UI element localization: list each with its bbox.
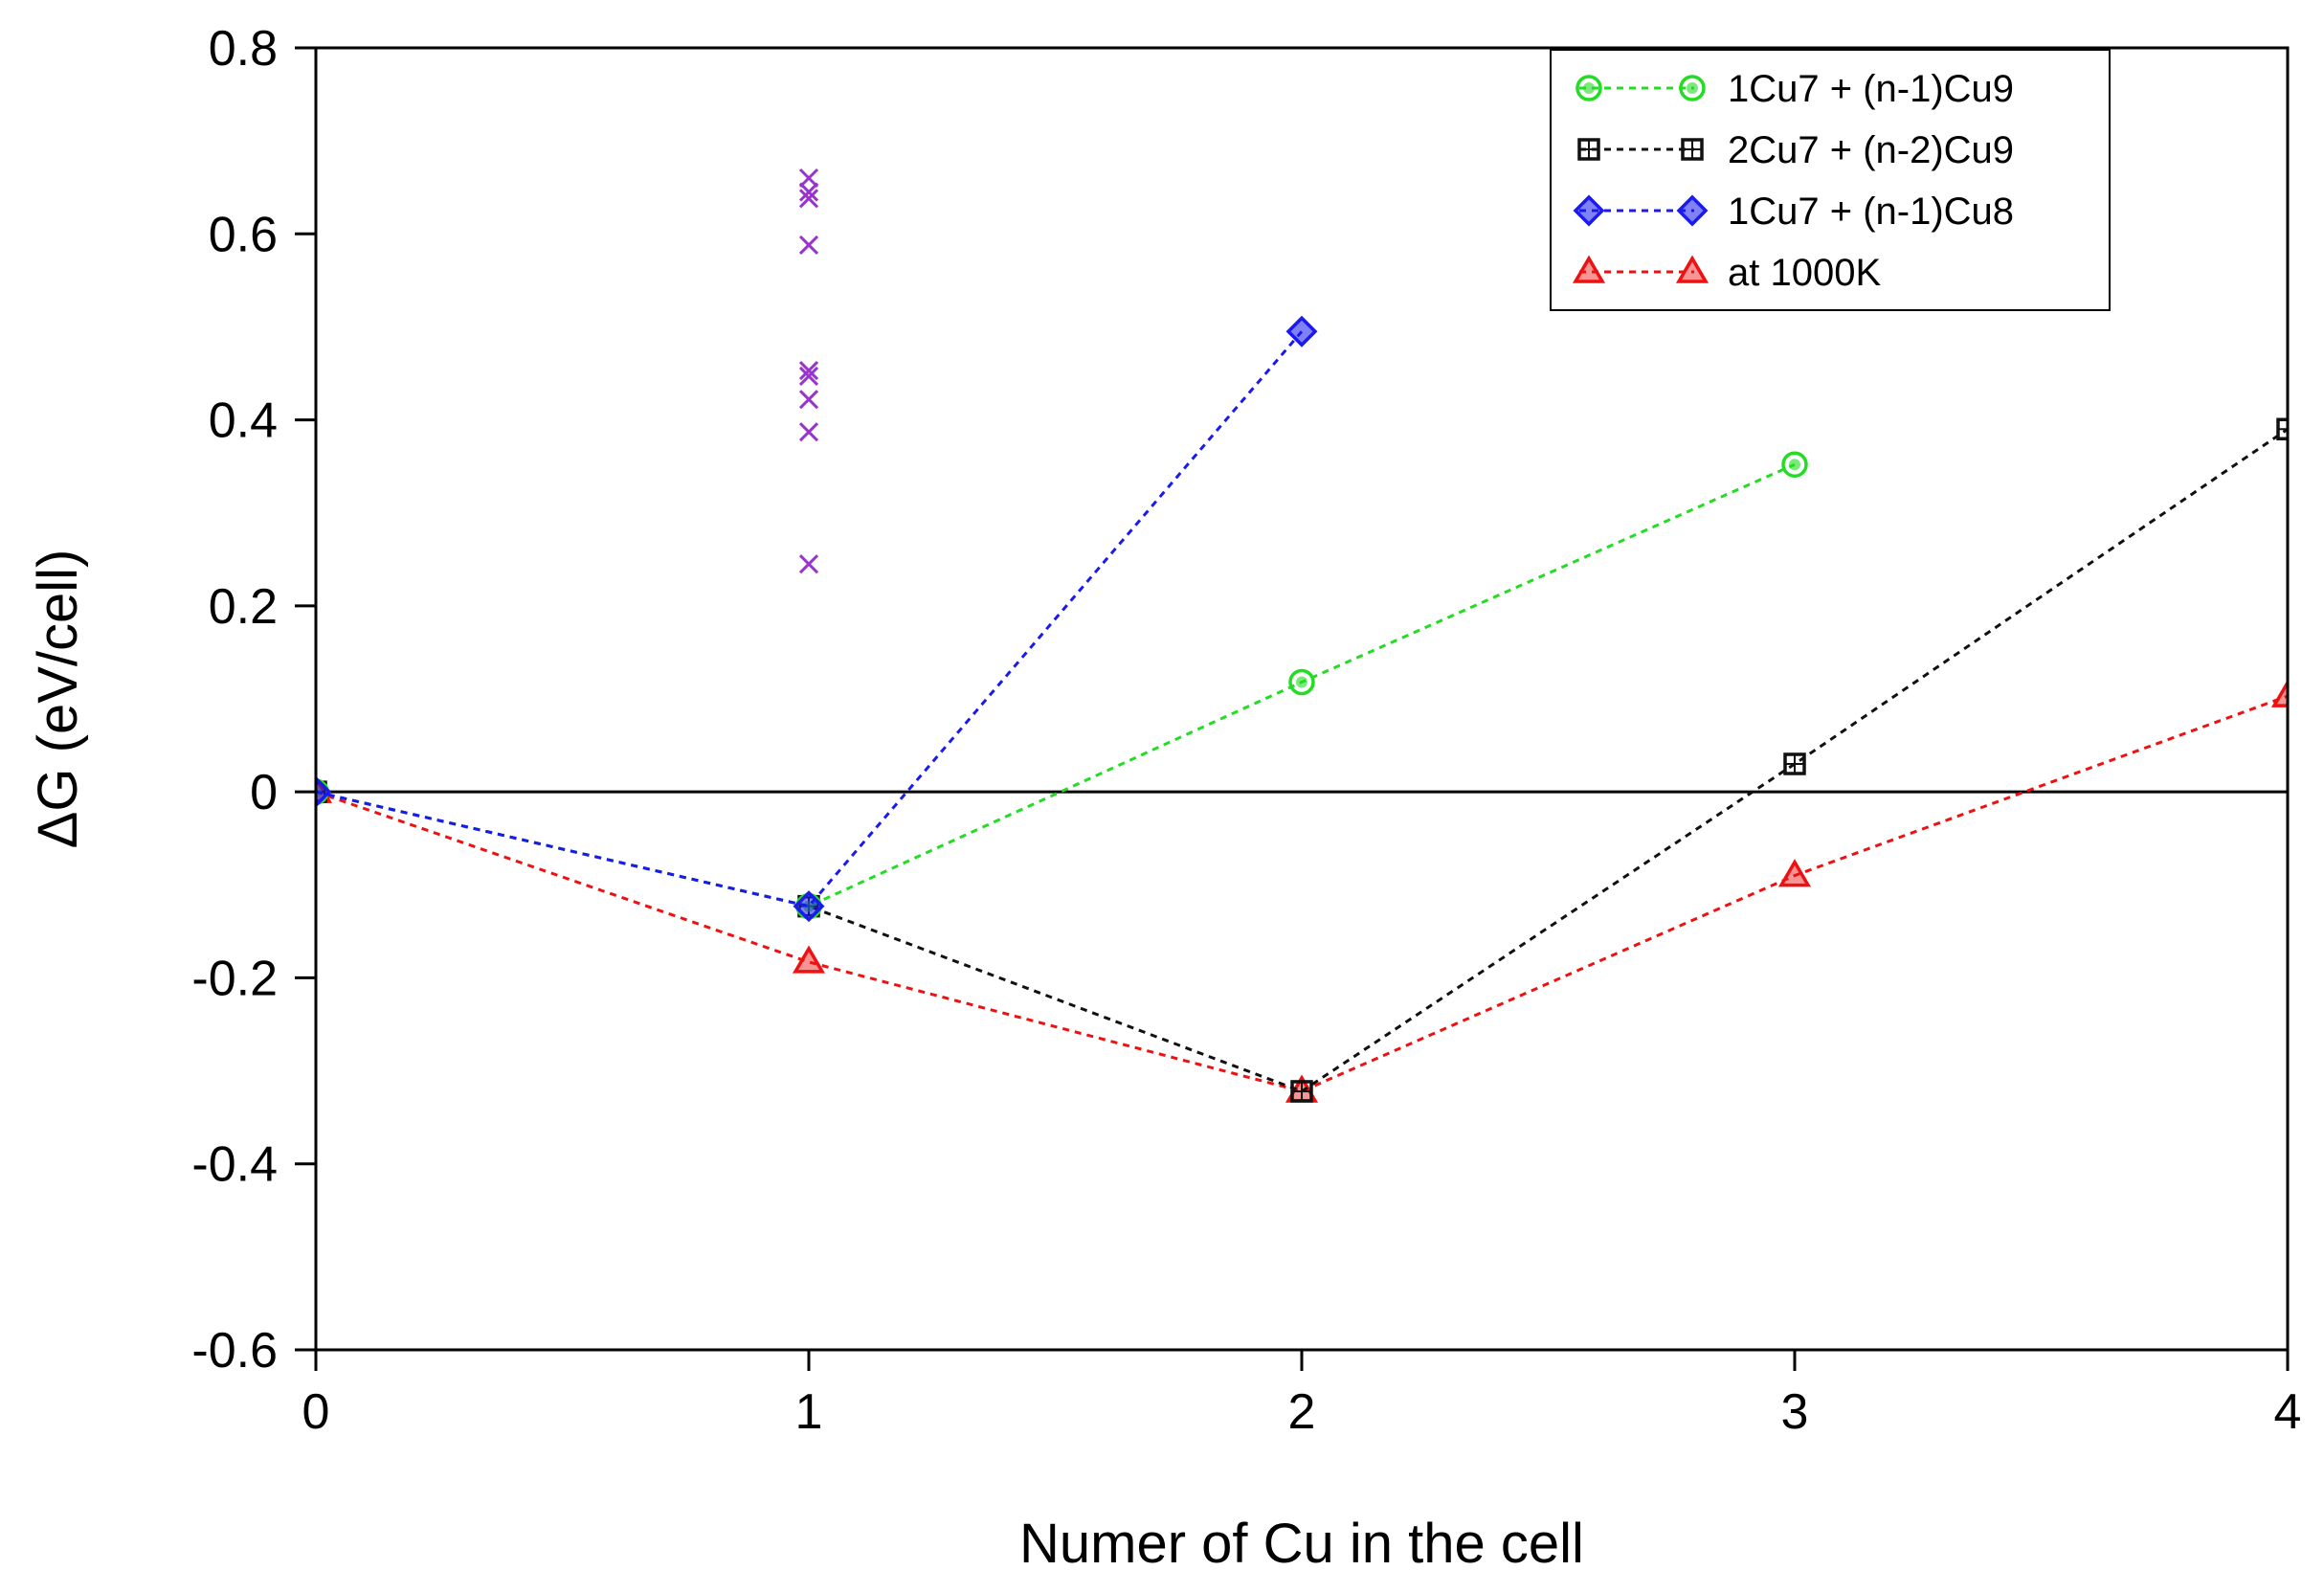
legend-marker [1679, 75, 1706, 101]
marker-outline [1288, 668, 1315, 696]
marker-stroke [798, 554, 819, 574]
marker-stroke [798, 366, 819, 386]
data-point [1285, 315, 1318, 348]
y-tick-label: 0.4 [209, 393, 278, 449]
legend-marker [1573, 194, 1605, 227]
scatter-point [798, 422, 819, 442]
legend-label: 1Cu7 + (n-1)Cu9 [1728, 68, 2014, 110]
legend-item: at 1000K [1572, 252, 1881, 294]
data-point [792, 945, 826, 974]
x-tick-label: 4 [2274, 1384, 2302, 1440]
scatter-point [798, 168, 819, 189]
y-tick-label: 0 [250, 765, 278, 820]
scatter-point [798, 235, 819, 256]
marker-shape [1285, 315, 1318, 348]
marker-shape [1572, 255, 1606, 283]
y-tick-label: -0.4 [191, 1137, 278, 1193]
x-tick-label: 2 [1288, 1384, 1316, 1440]
marker-stroke [798, 235, 819, 256]
marker-stroke [798, 361, 819, 381]
marker-center [1687, 82, 1698, 94]
data-point [1777, 859, 1812, 887]
marker-center [1583, 82, 1595, 94]
scatter-point [798, 554, 819, 574]
marker-shape [1676, 194, 1709, 227]
marker-stroke [798, 390, 819, 410]
legend-marker [1575, 75, 1602, 101]
data-point [316, 775, 332, 808]
marker-shape [316, 775, 332, 808]
marker-stroke [798, 422, 819, 442]
data-point [1288, 668, 1315, 696]
legend-items: 1Cu7 + (n-1)Cu9 2Cu7 + (n-2)Cu9 1Cu7 + (n-… [1572, 68, 2014, 294]
legend-marker [1577, 138, 1600, 161]
x-axis-title: Numer of Cu in the cell [1019, 1513, 1584, 1575]
legend-marker [1675, 255, 1709, 283]
x-tick-label: 0 [302, 1384, 330, 1440]
legend-item: 2Cu7 + (n-2)Cu9 [1577, 129, 2014, 171]
scatter-point [798, 189, 819, 209]
marker-stroke [798, 182, 819, 202]
data-point [2270, 679, 2288, 707]
marker-shape [793, 890, 825, 923]
data-point [1783, 752, 1806, 775]
scatter-point [798, 390, 819, 410]
marker-shape [2270, 679, 2288, 707]
series-layer [316, 315, 2288, 1103]
y-tick-label: 0.2 [209, 579, 278, 635]
scatter-layer [798, 168, 819, 574]
legend-label: 1Cu7 + (n-1)Cu8 [1728, 191, 2014, 233]
legend-marker [1676, 194, 1709, 227]
scatter-point [798, 182, 819, 202]
legend-item: 1Cu7 + (n-1)Cu8 [1573, 191, 2014, 233]
legend-label: 2Cu7 + (n-2)Cu9 [1728, 129, 2014, 171]
y-tick-label: -0.2 [191, 951, 278, 1006]
marker-stroke [798, 189, 819, 209]
labels-layer: 0 1 2 3 4 0.8 0.6 0.4 0.2 0 -0.2 -0.4 -0.6 [191, 21, 2301, 1440]
scatter-point [798, 361, 819, 381]
data-point [1290, 1080, 1313, 1103]
marker-center [1296, 676, 1307, 688]
legend-item: 1Cu7 + (n-1)Cu9 [1575, 68, 2014, 110]
legend-marker [1681, 138, 1704, 161]
data-point [2276, 417, 2288, 441]
legend-label: at 1000K [1728, 252, 1881, 294]
data-point [793, 890, 825, 923]
y-tick-label: 0.6 [209, 207, 278, 262]
x-tick-label: 1 [795, 1384, 823, 1440]
legend-marker [1572, 255, 1606, 283]
legend-box [1550, 49, 2111, 311]
scatter-point [798, 366, 819, 386]
series-line [316, 694, 2288, 1093]
marker-outline [1781, 451, 1808, 478]
marker-outline [1575, 75, 1602, 101]
marker-center [1789, 459, 1800, 471]
marker-outline [1679, 75, 1706, 101]
marker-shape [1777, 859, 1812, 887]
marker-shape [1573, 194, 1605, 227]
marker-shape [1675, 255, 1709, 283]
y-tick-label: -0.6 [191, 1323, 278, 1379]
y-tick-label: 0.8 [209, 21, 278, 77]
marker-stroke [798, 168, 819, 189]
legend: 1Cu7 + (n-1)Cu9 2Cu7 + (n-2)Cu9 1Cu7 + (n-… [1550, 49, 2111, 311]
x-tick-label: 3 [1781, 1384, 1809, 1440]
ticks-layer [295, 46, 2290, 1371]
marker-shape [792, 945, 826, 974]
data-point [1781, 451, 1808, 478]
y-axis-title: ΔG (eV/cell) [27, 550, 89, 849]
series-line [316, 330, 1304, 909]
